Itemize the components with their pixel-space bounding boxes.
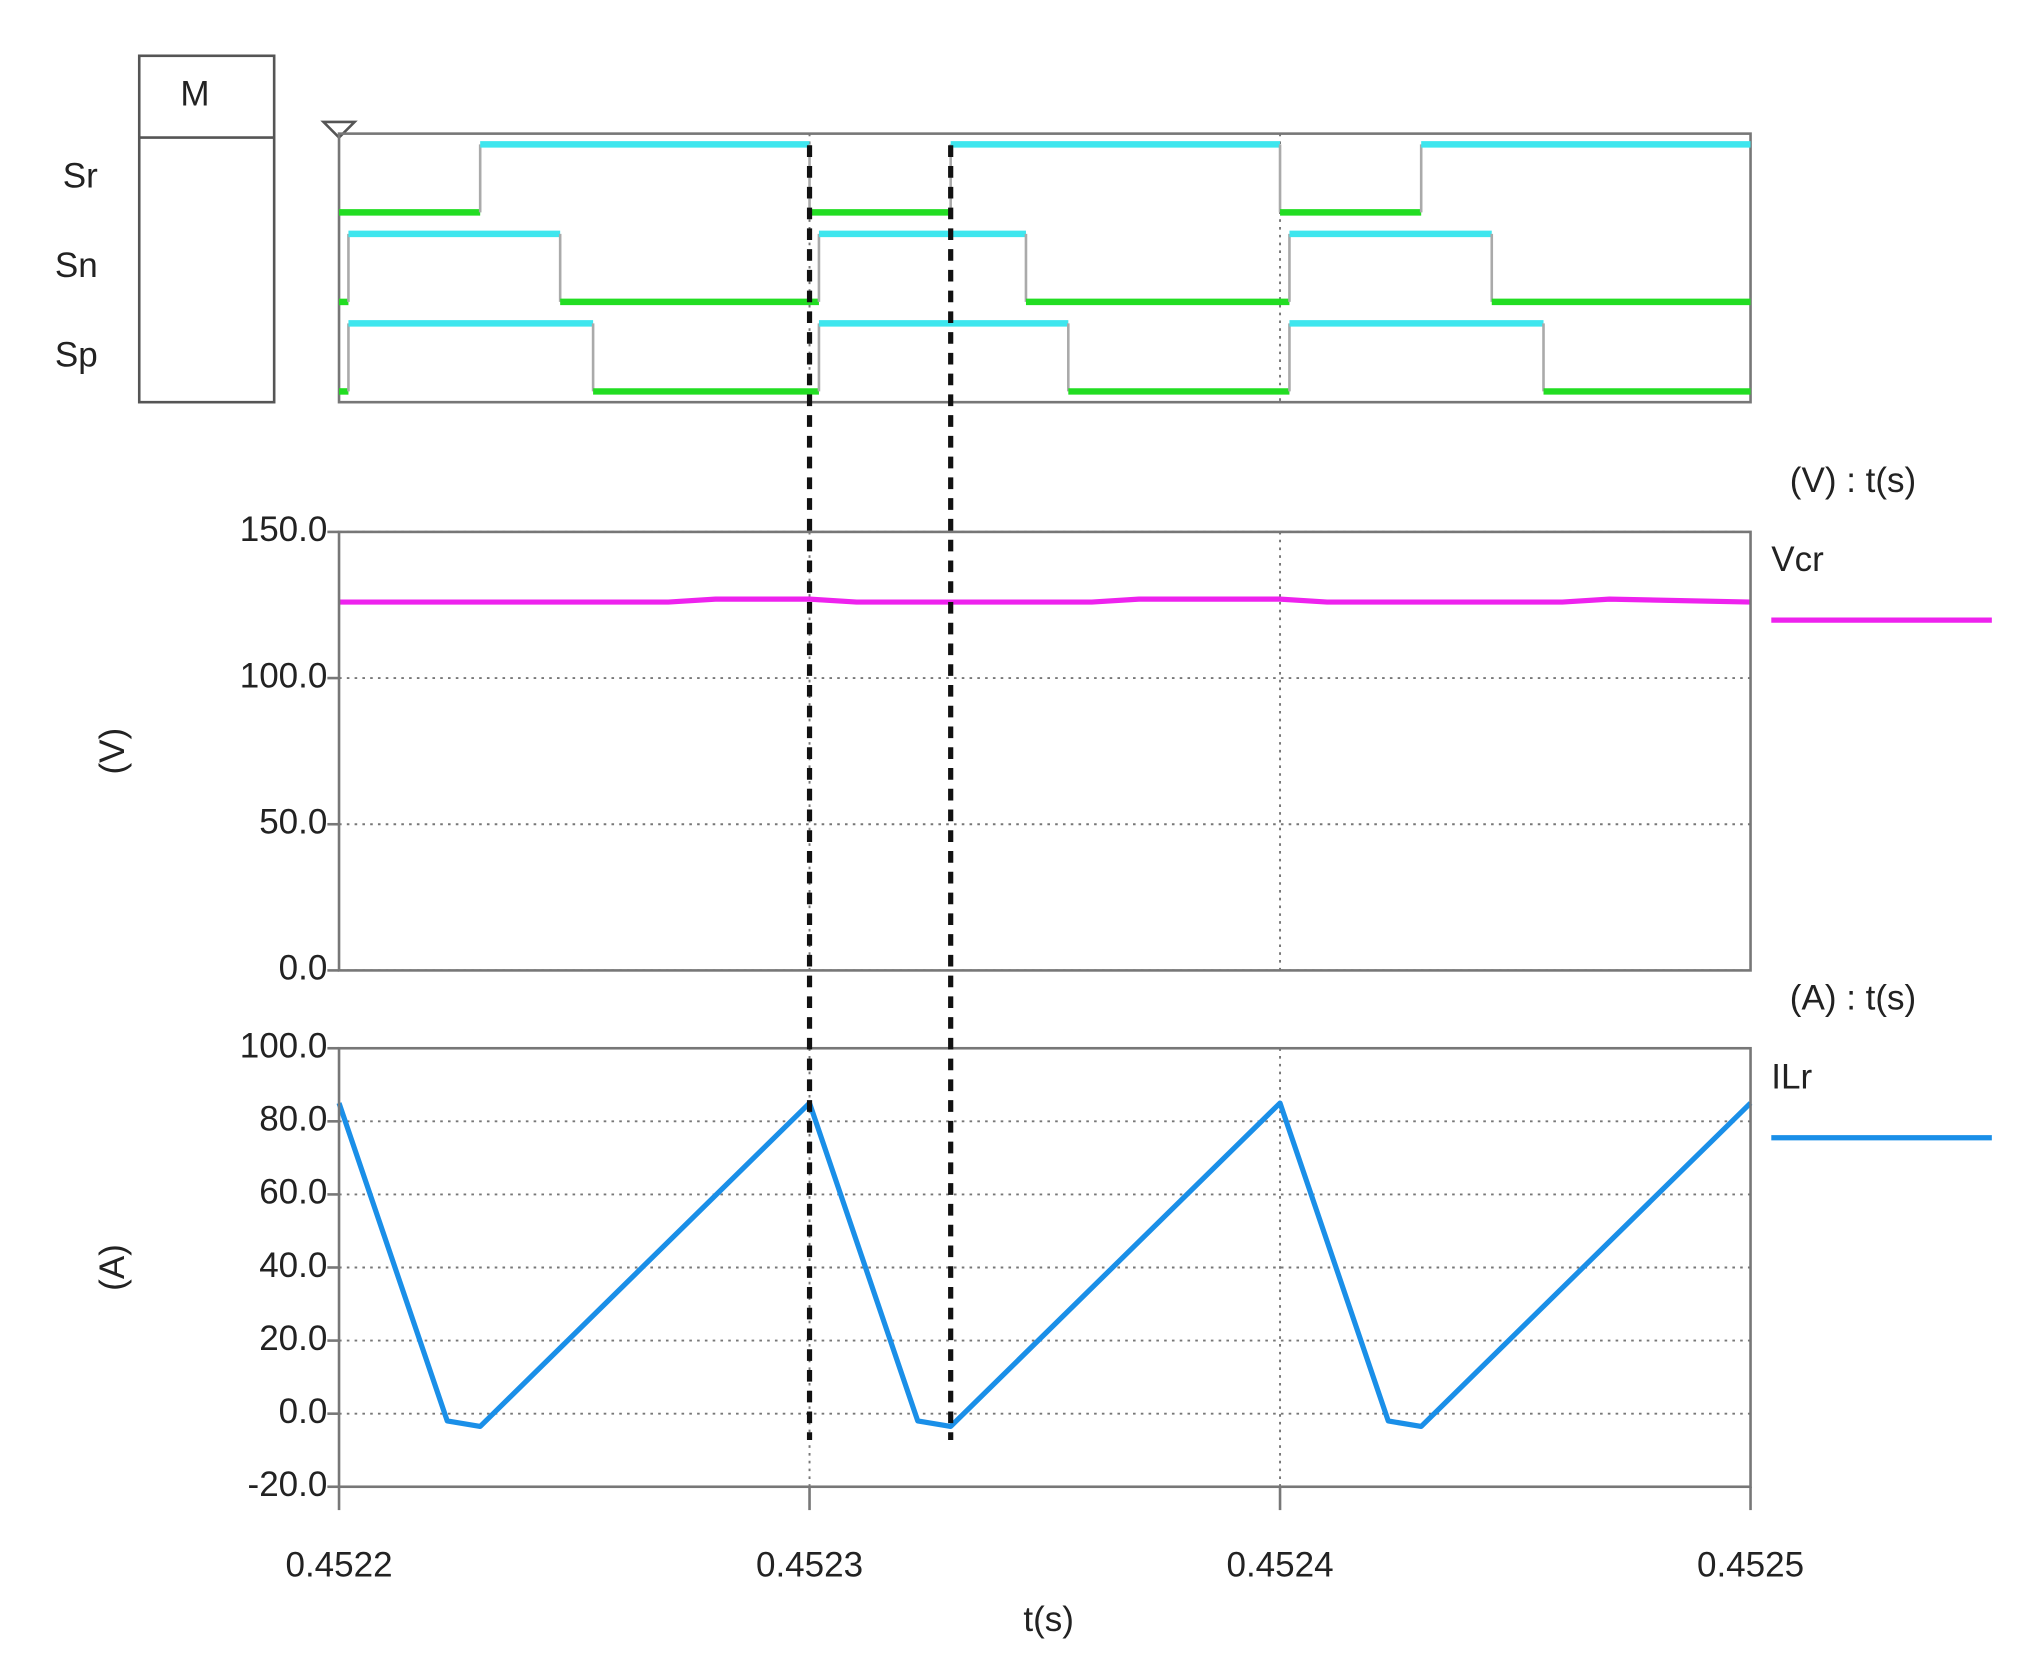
trigger-icon — [320, 120, 358, 140]
plot-frame — [337, 530, 1752, 972]
x-tick-label: 0.4524 — [1226, 1545, 1333, 1584]
y-tick-label: 0.0 — [279, 949, 328, 988]
y-tick-label: 60.0 — [259, 1173, 327, 1212]
y-tick-label: 50.0 — [259, 802, 327, 841]
signal-label: Sp — [55, 336, 98, 375]
plot-frame — [337, 1046, 1752, 1489]
x-tick-label: 0.4525 — [1697, 1545, 1804, 1584]
legend-label: ILr — [1771, 1058, 1812, 1097]
y-axis-label: (V) — [93, 728, 132, 775]
y-axis-label: (A) — [93, 1244, 132, 1291]
series-line — [339, 596, 1751, 605]
y-tick-label: 0.0 — [279, 1392, 328, 1431]
y-tick-label: 100.0 — [240, 656, 328, 695]
marker-box — [137, 54, 276, 404]
marker-box-label: M — [180, 74, 209, 113]
plot-frame — [337, 132, 1752, 404]
x-tick-label: 0.4522 — [285, 1545, 392, 1584]
signal-label: Sr — [63, 157, 98, 196]
y-tick-label: 80.0 — [259, 1100, 327, 1139]
series-line — [336, 1100, 1753, 1430]
legend-label: Vcr — [1771, 540, 1824, 579]
y-tick-label: -20.0 — [248, 1465, 328, 1504]
y-tick-label: 150.0 — [240, 510, 328, 549]
x-axis-label: t(s) — [1023, 1600, 1074, 1639]
signal-label: Sn — [55, 246, 98, 285]
y-tick-label: 100.0 — [240, 1027, 328, 1066]
x-tick-label: 0.4523 — [756, 1545, 863, 1584]
y-tick-label: 20.0 — [259, 1319, 327, 1358]
axis-title: (V) : t(s) — [1790, 461, 1916, 500]
y-tick-label: 40.0 — [259, 1246, 327, 1285]
axis-title: (A) : t(s) — [1790, 978, 1916, 1017]
